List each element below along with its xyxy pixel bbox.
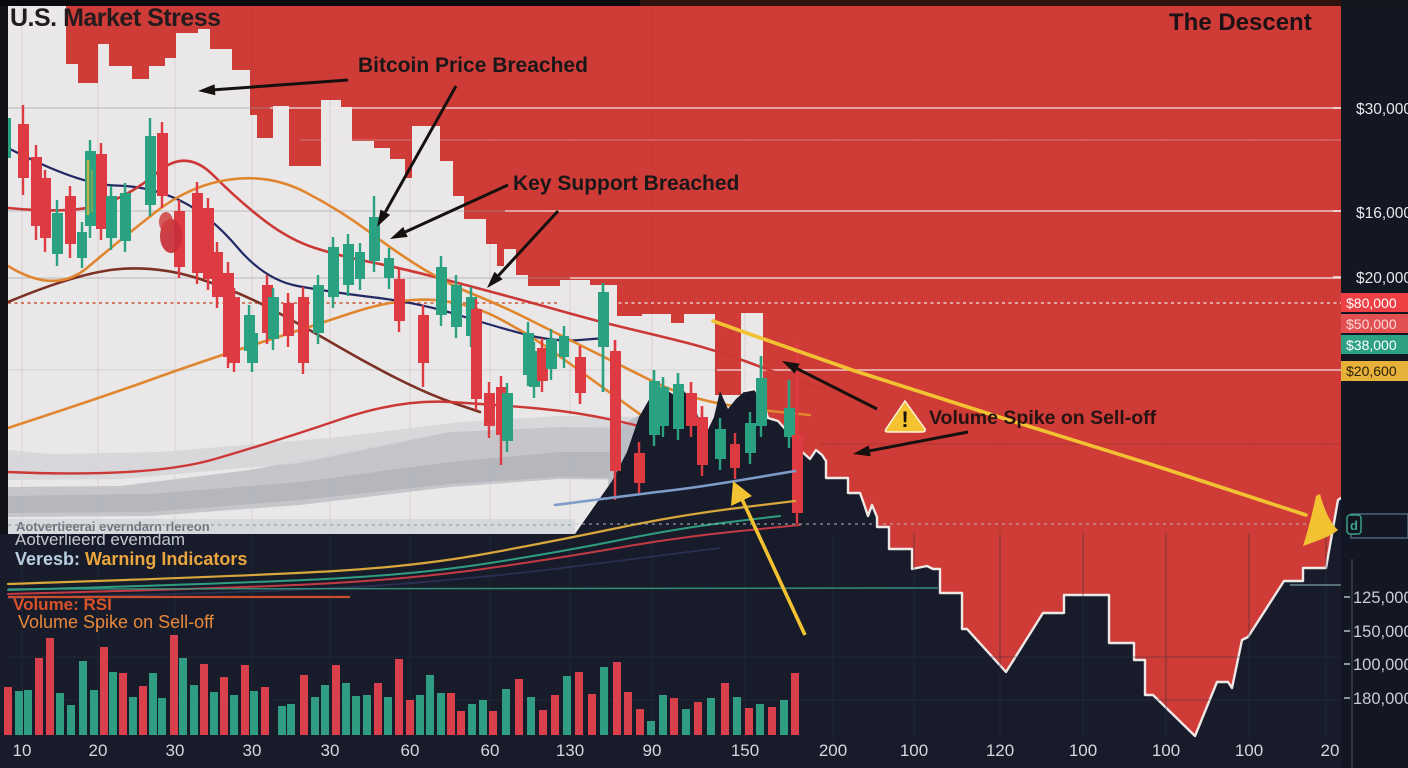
svg-text:100: 100 [1069,741,1097,760]
svg-text:$50,000: $50,000 [1346,316,1397,332]
svg-text:Volume: RSI: Volume: RSI [13,595,112,614]
svg-text:60: 60 [401,741,420,760]
svg-text:$38,000: $38,000 [1346,337,1397,353]
svg-text:30: 30 [243,741,262,760]
svg-text:$20,000: $20,000 [1356,270,1408,287]
svg-text:Key Support Breached: Key Support Breached [513,172,739,195]
svg-text:$16,000: $16,000 [1356,205,1408,222]
svg-text:The Descent: The Descent [1169,9,1312,36]
svg-text:100: 100 [1152,741,1180,760]
svg-text:30: 30 [321,741,340,760]
svg-text:100: 100 [900,741,928,760]
svg-text:d: d [1350,518,1358,533]
svg-text:$20,600: $20,600 [1346,363,1397,379]
svg-text:Volume Spike on Sell-off: Volume Spike on Sell-off [929,407,1157,429]
svg-text:Volume Spike on Sell-off: Volume Spike on Sell-off [18,612,215,632]
svg-text:180,000: 180,000 [1353,690,1408,708]
svg-text:10: 10 [13,741,32,760]
svg-text:125,000: 125,000 [1353,589,1408,607]
svg-text:$80,000: $80,000 [1346,295,1397,311]
svg-text:!: ! [901,407,908,432]
svg-text:120: 120 [986,741,1014,760]
svg-text:20: 20 [1321,741,1340,760]
svg-text:20: 20 [89,741,108,760]
svg-text:Veresb: Warning Indicators: Veresb: Warning Indicators [15,549,247,569]
svg-text:Aotvertieerai everndarn rlereo: Aotvertieerai everndarn rlereon [16,519,210,534]
svg-text:60: 60 [481,741,500,760]
svg-text:130: 130 [556,741,584,760]
svg-text:90: 90 [643,741,662,760]
svg-text:200: 200 [819,741,847,760]
svg-text:150: 150 [731,741,759,760]
svg-text:$30,000: $30,000 [1356,101,1408,118]
svg-text:Bitcoin Price Breached: Bitcoin Price Breached [358,54,588,77]
svg-text:100,000: 100,000 [1353,656,1408,674]
svg-text:30: 30 [166,741,185,760]
svg-text:Aotverlieerd evemdam: Aotverlieerd evemdam [15,530,185,549]
svg-text:150,000: 150,000 [1353,623,1408,641]
svg-text:U.S. Market Stress: U.S. Market Stress [10,4,221,32]
svg-text:100: 100 [1235,741,1263,760]
